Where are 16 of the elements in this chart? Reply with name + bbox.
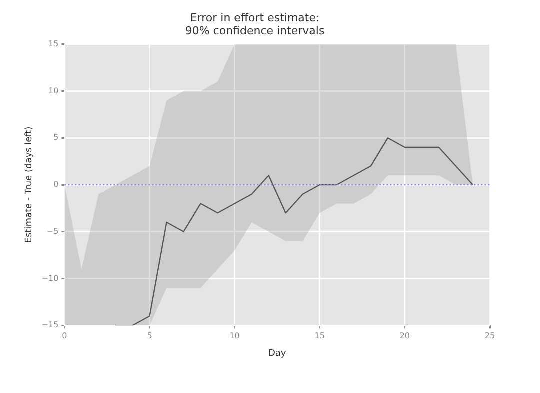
x-tick-label: 20 bbox=[400, 331, 410, 340]
y-tick-label: 0 bbox=[54, 180, 59, 190]
y-axis-title: Estimate - True (days left) bbox=[24, 126, 35, 244]
y-tick-label: −15 bbox=[42, 320, 59, 330]
x-tick-label: 0 bbox=[62, 331, 68, 340]
x-axis-title: Day bbox=[268, 348, 287, 359]
y-tick-label: 10 bbox=[48, 86, 59, 96]
x-tick-label: 15 bbox=[314, 331, 325, 340]
x-tick-label: 25 bbox=[484, 331, 496, 340]
y-tick-label: 15 bbox=[48, 39, 59, 48]
chart-title: Error in effort estimate: 90% confidence intervals bbox=[185, 11, 325, 38]
x-tick-label: 10 bbox=[230, 331, 240, 340]
x-tick-label: 5 bbox=[147, 331, 152, 340]
y-tick-label: −10 bbox=[42, 274, 59, 283]
y-tick-label: −5 bbox=[46, 226, 59, 236]
y-tick-label: 5 bbox=[54, 133, 59, 142]
